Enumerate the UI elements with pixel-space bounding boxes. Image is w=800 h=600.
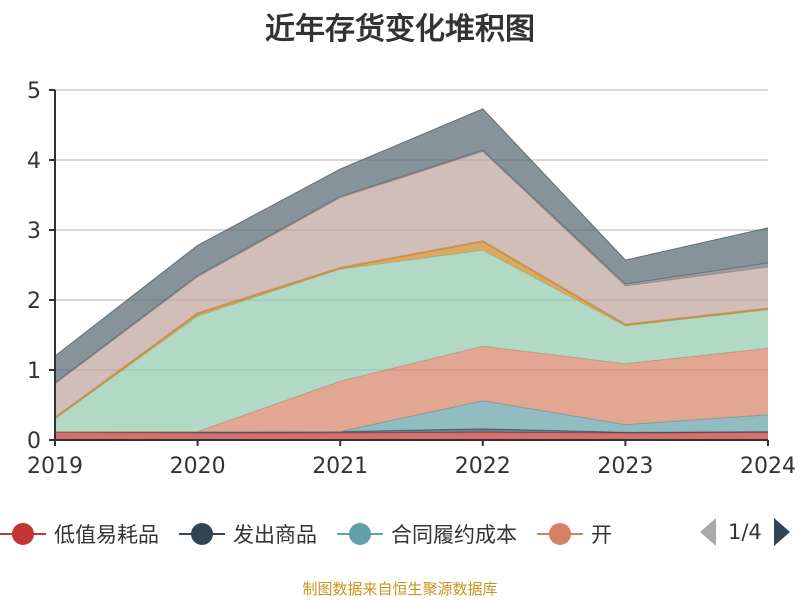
- line-series-9: [54, 108, 769, 357]
- y-tick-label: 0: [27, 429, 41, 454]
- area-series-5: [55, 250, 768, 432]
- x-tick-label: 2021: [312, 454, 368, 479]
- x-tick-label: 2022: [455, 454, 511, 479]
- area-series-2: [55, 428, 768, 433]
- x-tick-label: 2020: [170, 454, 226, 479]
- stacked-area-chart: 0 1 2 3 4 5 2019 2020 2021 2022 2023 2024: [27, 79, 796, 479]
- legend-label: 发出商品: [233, 523, 317, 547]
- line-series-7: [54, 151, 769, 385]
- legend-marker-icon: [179, 522, 225, 546]
- legend-marker-icon: [537, 522, 583, 546]
- x-tick-label: 2023: [597, 454, 653, 479]
- legend-label: 开: [591, 523, 612, 547]
- y-tick-label: 2: [27, 289, 41, 314]
- legend-marker-icon: [0, 522, 46, 546]
- legend-next-icon[interactable]: [773, 518, 790, 546]
- area-series-1: [55, 432, 768, 440]
- legend-item[interactable]: 开: [537, 519, 612, 549]
- legend-label: 合同履约成本: [391, 523, 517, 547]
- chart-title: 近年存货变化堆积图: [265, 12, 535, 47]
- x-tick-label: 2019: [27, 454, 83, 479]
- area-series-4: [55, 346, 768, 432]
- legend-pager: 1/4: [700, 518, 790, 546]
- y-tick-label: 5: [27, 79, 41, 104]
- y-tick-label: 3: [27, 219, 41, 244]
- legend-page: 1/4: [728, 520, 762, 544]
- area-series-7: [55, 151, 768, 418]
- legend-item[interactable]: 合同履约成本: [337, 519, 517, 549]
- legend-label: 低值易耗品: [54, 523, 159, 547]
- legend-prev-icon[interactable]: [700, 518, 716, 546]
- legend-item[interactable]: 低值易耗品: [0, 519, 159, 549]
- legend-marker-icon: [337, 522, 383, 546]
- source-note: 制图数据来自恒生聚源数据库: [302, 580, 498, 598]
- legend: 低值易耗品 发出商品 合同履约成本 开: [0, 518, 632, 550]
- y-tick-label: 1: [27, 359, 41, 384]
- y-tick-label: 4: [27, 149, 41, 174]
- legend-item[interactable]: 发出商品: [179, 519, 317, 549]
- x-tick-label: 2024: [740, 454, 796, 479]
